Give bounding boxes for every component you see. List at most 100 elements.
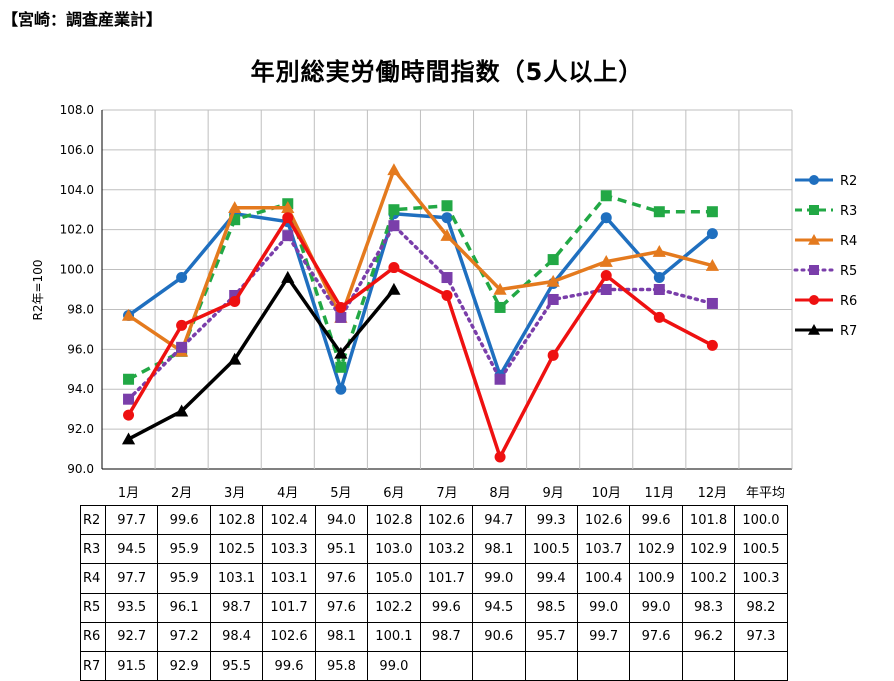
x-tick-label: 3月 [224, 486, 245, 501]
table-cell [576, 650, 631, 681]
table-cell: 96.1 [157, 592, 211, 623]
y-tick-label: 94.0 [67, 382, 94, 396]
data-point [229, 295, 241, 307]
table-cell: 102.8 [367, 504, 421, 536]
table-cell: 99.3 [524, 504, 578, 536]
y-tick-label: 96.0 [67, 342, 94, 356]
data-point [600, 284, 612, 295]
legend-marker [808, 234, 820, 245]
table-cell: 99.6 [629, 504, 683, 536]
table-cell: 102.6 [419, 504, 474, 536]
data-point [653, 284, 665, 295]
data-point [121, 308, 136, 321]
table-cell: 103.0 [367, 534, 421, 565]
x-tick-label: 7月 [436, 486, 457, 501]
table-cell: 95.9 [157, 563, 211, 594]
data-point [387, 282, 401, 295]
data-point [123, 393, 135, 405]
y-tick-label: 102.0 [60, 223, 94, 237]
data-point [441, 289, 453, 301]
legend-label: R2 [840, 174, 857, 189]
table-cell: 101.7 [262, 592, 316, 623]
legend-item-R4: R4 [795, 234, 857, 249]
data-point [706, 297, 718, 309]
data-point [175, 404, 189, 417]
data-point [123, 373, 135, 385]
table-cell: 98.1 [472, 534, 526, 565]
data-point [706, 206, 718, 218]
data-point [123, 409, 135, 421]
table-cell: 99.0 [629, 592, 683, 623]
data-point [335, 383, 347, 395]
table-cell: 97.2 [157, 621, 211, 652]
table-cell: 103.2 [419, 534, 474, 565]
table-row: R4 97.7 95.9 103.1 103.1 97.6 105.0 101.7 99.0 99… [80, 563, 788, 594]
table-cell: 100.9 [629, 563, 683, 594]
table-cell: 95.8 [314, 650, 369, 681]
table-cell: 97.6 [629, 621, 683, 652]
data-point [706, 228, 718, 240]
table-cell: 98.7 [419, 621, 474, 652]
table-cell: 91.5 [104, 650, 159, 681]
legend-label: R6 [840, 294, 857, 309]
table-cell: 100.3 [734, 563, 788, 594]
table-cell [472, 650, 526, 681]
data-point [653, 311, 665, 323]
table-cell: 98.7 [209, 592, 264, 623]
table-cell: 98.2 [734, 592, 788, 623]
data-point [335, 361, 347, 373]
series-line [127, 275, 396, 441]
legend-label: R3 [840, 204, 857, 219]
x-tick-label: 年平均 [746, 486, 785, 501]
x-tick-label: 9月 [543, 486, 564, 501]
data-point [441, 272, 453, 284]
line-chart: 90.0 92.0 94.0 96.0 98.0 100.0 102.0 104.0 106.0… [31, 103, 857, 501]
data-point [547, 293, 559, 305]
table-cell: 100.0 [734, 504, 788, 536]
table-cell: 103.1 [262, 563, 316, 594]
table-cell: 99.6 [262, 650, 316, 681]
table-cell: 103.7 [576, 534, 631, 565]
table-cell: 100.5 [734, 534, 788, 565]
table-cell: 98.4 [209, 621, 264, 652]
table-cell: 92.9 [157, 650, 211, 681]
data-point [335, 301, 347, 313]
y-tick-label: 90.0 [67, 462, 94, 476]
x-tick-label: 11月 [645, 486, 675, 501]
table-cell: 96.2 [681, 621, 736, 652]
table-cell: 93.5 [104, 592, 159, 623]
table-cell: 95.7 [524, 621, 578, 652]
y-tick-label: 108.0 [60, 103, 94, 117]
table-cell: 99.6 [419, 592, 474, 623]
table-cell: 102.4 [262, 504, 316, 536]
table-cell: 103.3 [262, 534, 316, 565]
row-header: R7 [80, 650, 106, 681]
data-point [281, 201, 295, 214]
x-tick-label: 5月 [330, 486, 351, 501]
series-line [127, 194, 713, 381]
table-cell: 99.4 [524, 563, 578, 594]
table-row: R6 92.7 97.2 98.4 102.6 98.1 100.1 98.7 90.6 95.7… [80, 621, 788, 652]
data-point [653, 272, 665, 284]
table-cell: 102.2 [367, 592, 421, 623]
table-cell: 102.9 [681, 534, 736, 565]
x-tick-label: 10月 [591, 486, 621, 501]
legend: R2 R3 R4 R5 R6 R7 [793, 174, 857, 339]
data-point [229, 214, 241, 226]
series-line [127, 168, 713, 354]
table-cell [681, 650, 736, 681]
table-cell: 98.3 [681, 592, 736, 623]
x-tick-label: 12月 [698, 486, 728, 501]
table-cell [734, 650, 788, 681]
table-cell: 102.9 [629, 534, 683, 565]
data-point [387, 163, 401, 176]
row-header: R4 [80, 563, 106, 594]
legend-item-R7: R7 [795, 324, 857, 339]
series-line [127, 211, 714, 391]
data-point [441, 200, 453, 212]
data-point [600, 270, 612, 282]
data-point [706, 339, 718, 351]
data-point [440, 229, 454, 241]
table-cell: 95.1 [314, 534, 369, 565]
table-cell: 101.8 [681, 504, 736, 536]
